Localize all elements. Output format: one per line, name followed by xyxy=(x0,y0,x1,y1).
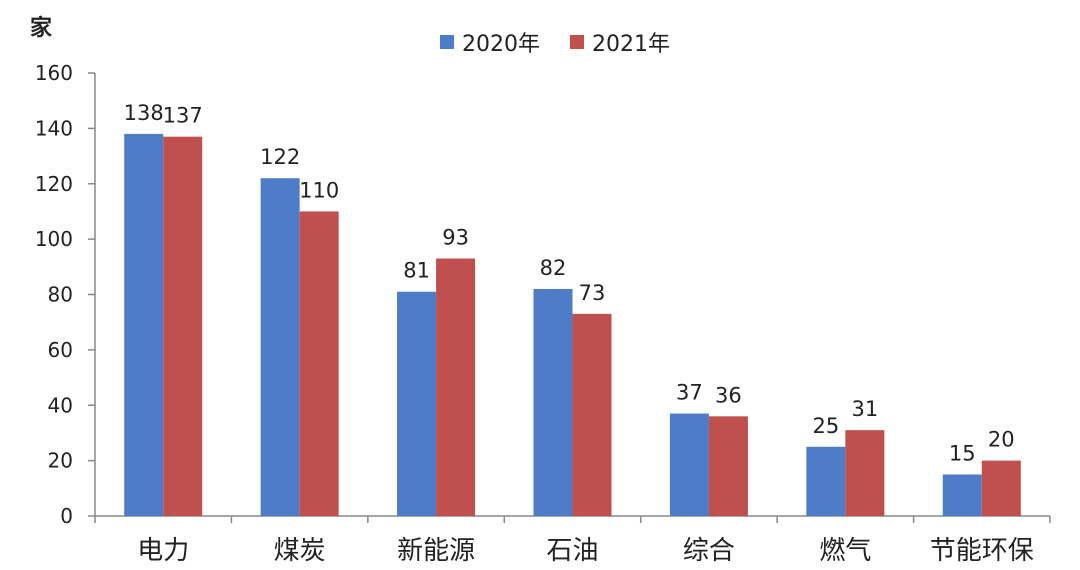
x-category-label: 煤炭 xyxy=(274,536,326,566)
bar-2021 xyxy=(436,258,476,516)
legend-label-2021: 2021年 xyxy=(592,32,670,57)
bar-2020 xyxy=(124,133,164,516)
bar-2020 xyxy=(806,446,846,516)
bars xyxy=(124,133,1021,516)
legend: 2020年 2021年 xyxy=(440,32,670,57)
bar-2020 xyxy=(533,288,573,516)
bar-2020 xyxy=(397,291,437,516)
data-label: 81 xyxy=(403,259,430,283)
legend-swatch-2020 xyxy=(440,35,454,49)
data-label: 37 xyxy=(676,381,703,405)
x-category-label: 石油 xyxy=(546,536,598,566)
legend-label-2020: 2020年 xyxy=(462,32,540,57)
data-label: 93 xyxy=(442,226,469,250)
x-category-label: 燃气 xyxy=(819,536,871,566)
y-tick-label: 20 xyxy=(48,449,73,473)
x-category-label: 综合 xyxy=(683,536,735,566)
y-axis: 0 20 40 60 80 100 120 140 160 xyxy=(35,61,96,528)
data-label: 110 xyxy=(299,178,339,202)
data-label: 25 xyxy=(812,414,839,438)
y-axis-unit-label: 家 xyxy=(30,15,53,41)
data-label: 138 xyxy=(124,101,164,125)
y-tick-label: 60 xyxy=(48,338,73,362)
x-axis: 电力 煤炭 新能源 石油 综合 燃气 节能环保 xyxy=(94,515,1051,566)
data-label: 36 xyxy=(715,383,742,407)
data-label: 20 xyxy=(988,428,1015,452)
bar-2021 xyxy=(981,460,1021,516)
y-tick-label: 120 xyxy=(35,172,73,196)
bar-2020 xyxy=(260,178,300,516)
x-category-label: 节能环保 xyxy=(930,536,1034,566)
bar-2020 xyxy=(669,413,709,516)
bar-2021 xyxy=(163,136,203,516)
data-label: 31 xyxy=(851,397,878,421)
bar-2021 xyxy=(845,430,885,516)
x-category-label: 电力 xyxy=(137,536,189,566)
bar-2020 xyxy=(942,474,982,516)
y-tick-label: 100 xyxy=(35,227,73,251)
legend-swatch-2021 xyxy=(570,35,584,49)
bar-2021 xyxy=(708,416,748,516)
data-label: 15 xyxy=(949,441,976,465)
y-tick-label: 40 xyxy=(48,393,73,417)
x-category-label: 新能源 xyxy=(397,536,475,566)
y-tick-label: 0 xyxy=(60,504,73,528)
bar-2021 xyxy=(299,211,339,516)
y-tick-label: 140 xyxy=(35,116,73,140)
data-label: 73 xyxy=(579,281,606,305)
y-tick-label: 160 xyxy=(35,61,73,85)
data-label: 137 xyxy=(163,104,203,128)
y-tick-label: 80 xyxy=(48,283,73,307)
data-label: 122 xyxy=(260,145,300,169)
data-label: 82 xyxy=(540,256,567,280)
bar-2021 xyxy=(572,313,612,516)
